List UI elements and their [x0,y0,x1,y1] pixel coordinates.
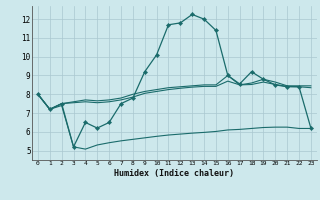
X-axis label: Humidex (Indice chaleur): Humidex (Indice chaleur) [115,169,234,178]
